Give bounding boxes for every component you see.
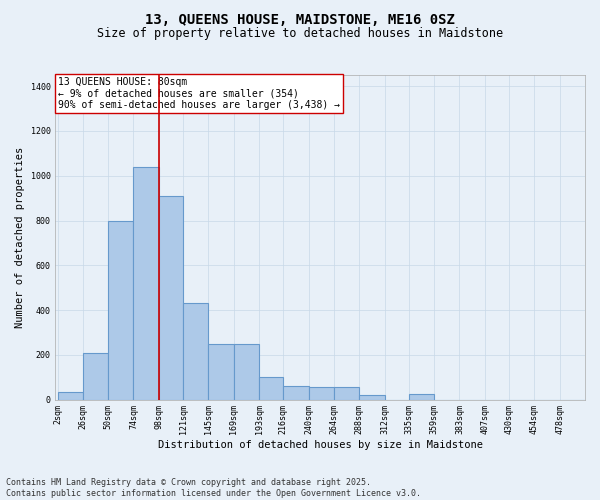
Bar — [208, 344, 234, 400]
Bar — [334, 388, 359, 400]
Bar — [159, 196, 183, 400]
Text: 13 QUEENS HOUSE: 80sqm
← 9% of detached houses are smaller (354)
90% of semi-det: 13 QUEENS HOUSE: 80sqm ← 9% of detached … — [58, 76, 340, 110]
X-axis label: Distribution of detached houses by size in Maidstone: Distribution of detached houses by size … — [158, 440, 483, 450]
Bar — [259, 377, 283, 400]
Bar — [83, 352, 108, 400]
Bar — [183, 304, 208, 400]
Text: Contains HM Land Registry data © Crown copyright and database right 2025.
Contai: Contains HM Land Registry data © Crown c… — [6, 478, 421, 498]
Bar — [359, 395, 385, 400]
Bar — [133, 167, 159, 400]
Bar — [234, 344, 259, 400]
Y-axis label: Number of detached properties: Number of detached properties — [15, 146, 25, 328]
Bar — [409, 394, 434, 400]
Bar — [108, 220, 133, 400]
Text: Size of property relative to detached houses in Maidstone: Size of property relative to detached ho… — [97, 28, 503, 40]
Text: 13, QUEENS HOUSE, MAIDSTONE, ME16 0SZ: 13, QUEENS HOUSE, MAIDSTONE, ME16 0SZ — [145, 12, 455, 26]
Bar — [283, 386, 308, 400]
Bar — [58, 392, 83, 400]
Bar — [308, 388, 334, 400]
